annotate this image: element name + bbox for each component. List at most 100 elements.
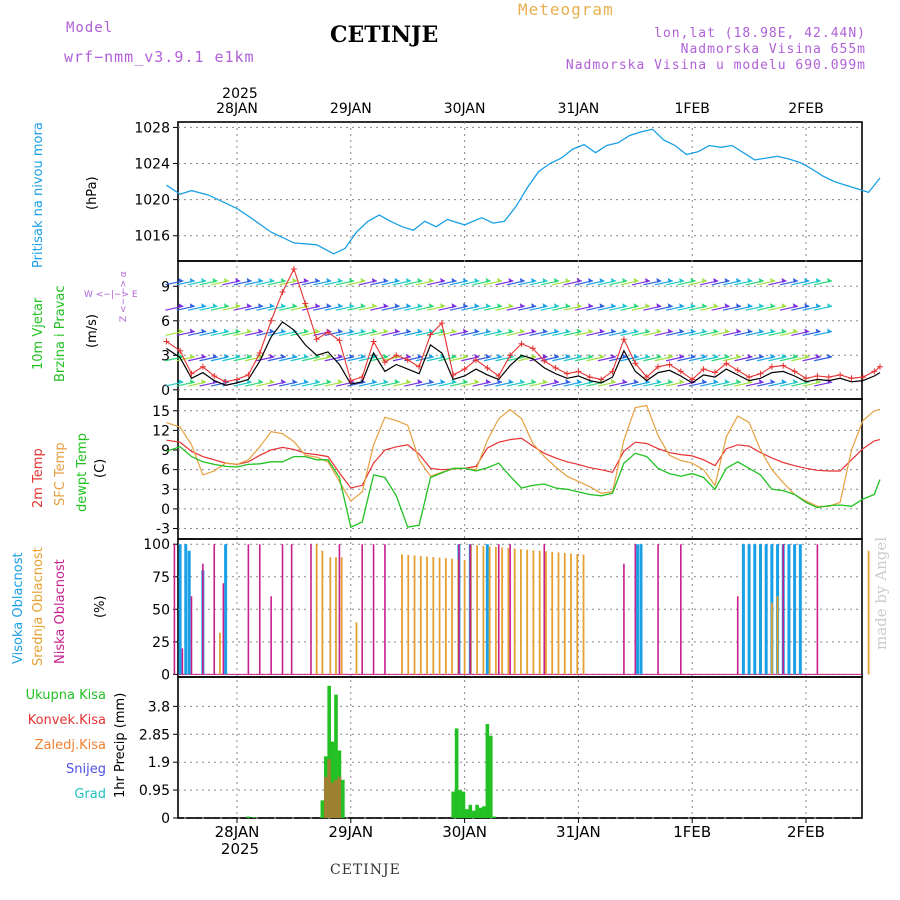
gust-marker xyxy=(404,356,411,363)
wind-arrow-head xyxy=(770,277,776,283)
top-day-label: 1FEB xyxy=(674,101,709,117)
bottom-day-label: 28JAN xyxy=(215,823,260,841)
wind-arrow-head xyxy=(292,303,298,309)
gust-marker xyxy=(837,371,844,378)
wind-arrow-head xyxy=(303,353,309,359)
wind-arrow-head xyxy=(189,277,195,283)
bottom-year-label: 2025 xyxy=(221,840,259,858)
cloud-bar xyxy=(680,544,682,675)
wind-arrow-head xyxy=(394,379,400,385)
gust-marker xyxy=(859,374,866,381)
cloud-bar xyxy=(623,563,625,675)
wind-arrow-head xyxy=(724,277,730,283)
y-tick-label: 0.95 xyxy=(139,783,170,799)
wind-arrow-head xyxy=(736,303,742,309)
wind-arrow-head xyxy=(383,303,389,309)
lonlat-label: lon,lat (18.98E, 42.44N) xyxy=(654,26,866,41)
y-tick-label: 2.85 xyxy=(139,727,170,743)
wind-arrow-head xyxy=(326,379,332,385)
wind-arrow-head xyxy=(553,328,559,334)
cloud-bar xyxy=(494,546,497,675)
cloud-bar xyxy=(758,544,762,675)
wind-arrow-head xyxy=(633,379,639,385)
gust-marker xyxy=(598,376,605,383)
wind-arrow-head xyxy=(770,379,776,385)
wind-arrow-head xyxy=(815,379,821,385)
wind-arrow-head xyxy=(519,328,525,334)
gust-marker xyxy=(359,374,366,381)
wind-arrow-head xyxy=(280,328,286,334)
wind-arrow-head xyxy=(599,277,605,283)
gust-marker xyxy=(518,340,525,347)
wind-arrow-head xyxy=(235,303,241,309)
cloud-bar xyxy=(476,545,479,675)
wind-arrow-head xyxy=(280,353,286,359)
wind-arrow-head xyxy=(314,379,320,385)
wind-arrow-head xyxy=(610,328,616,334)
wind-arrow-head xyxy=(246,303,252,309)
gust-marker xyxy=(575,368,582,375)
wind-arrow-head xyxy=(542,277,548,283)
cloud-bar xyxy=(338,544,341,675)
y-tick-label: -3 xyxy=(156,522,170,538)
wind-arrow-head xyxy=(781,303,787,309)
wind-compass-h: W <−|−> E xyxy=(84,290,138,300)
cloud-bar xyxy=(458,544,460,675)
low-cloud-label: Niska Oblacnost xyxy=(53,559,68,664)
wind-arrow-head xyxy=(713,379,719,385)
legend-snow: Snijeg xyxy=(66,762,106,777)
precip-bar xyxy=(468,804,473,818)
wind-arrow-head xyxy=(337,353,343,359)
gust-marker xyxy=(552,364,559,371)
wind-arrow-head xyxy=(531,353,537,359)
top-day-label: 30JAN xyxy=(444,101,486,117)
cloud-bar xyxy=(224,544,228,675)
precip-bar xyxy=(252,817,256,818)
wind-arrow-head xyxy=(724,353,730,359)
gust-marker xyxy=(484,364,491,371)
wind-arrow-head xyxy=(223,303,229,309)
grid-lines xyxy=(173,122,862,823)
wind-arrow-head xyxy=(622,353,628,359)
precip-bar xyxy=(246,816,251,818)
wind-arrow-head xyxy=(451,353,457,359)
precip-bar xyxy=(492,816,496,818)
wind-arrow-head xyxy=(337,328,343,334)
wind-arrow-head xyxy=(633,277,639,283)
wind-arrow-head xyxy=(337,303,343,309)
precip-bar xyxy=(330,741,335,818)
cloud-bar xyxy=(202,563,204,675)
wind-arrow-head xyxy=(736,328,742,334)
cloud-bar xyxy=(290,544,293,675)
wind-gust-markers xyxy=(163,266,883,385)
wind-arrow-head xyxy=(633,328,639,334)
cloud-bar xyxy=(190,596,193,675)
wind-arrow-head xyxy=(462,277,468,283)
cloud-bar xyxy=(187,550,191,675)
wind-arrow-head xyxy=(383,277,389,283)
wind-arrow-head xyxy=(303,379,309,385)
cloud-bar xyxy=(532,550,535,675)
wind-arrow-head xyxy=(588,303,594,309)
wind-arrow-head xyxy=(679,379,685,385)
bottom-day-label: 1FEB xyxy=(673,823,711,841)
wind-arrow-head xyxy=(178,379,184,385)
wind-arrow-head xyxy=(349,353,355,359)
cloud-bar xyxy=(753,544,757,675)
cloud-bars xyxy=(173,544,870,675)
cloud-bar xyxy=(419,556,422,675)
precip-conv-bar xyxy=(330,782,335,818)
wind-arrow-head xyxy=(406,379,412,385)
gust-marker xyxy=(871,368,878,375)
wind-arrow-head xyxy=(792,379,798,385)
precip-bar xyxy=(458,790,462,818)
wind-arrow-head xyxy=(337,277,343,283)
wind-arrow-head xyxy=(713,328,719,334)
gust-marker xyxy=(313,336,320,343)
cloud-bar xyxy=(520,549,522,675)
cloud-bar xyxy=(657,544,659,675)
wind-arrow-head xyxy=(770,328,776,334)
wind-arrow-head xyxy=(428,277,434,283)
gust-marker xyxy=(222,378,229,385)
